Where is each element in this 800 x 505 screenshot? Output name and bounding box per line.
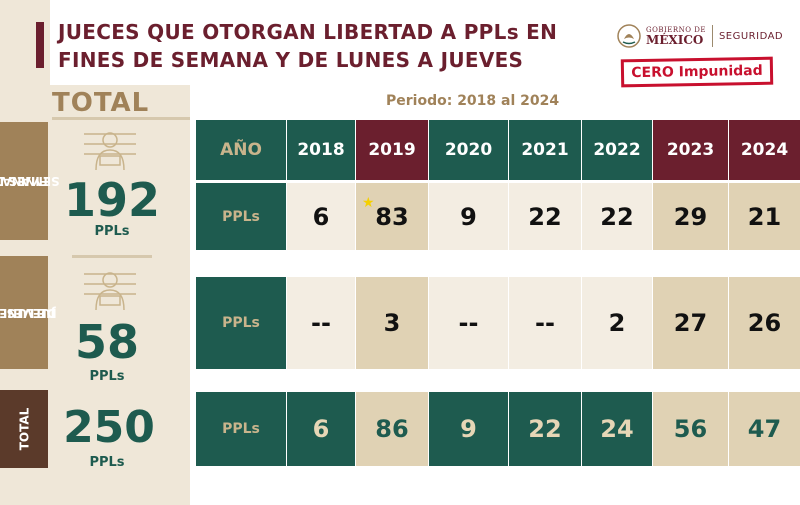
totals-2019-cell: 86	[356, 392, 428, 466]
weekdays-2023-cell: 27	[653, 277, 728, 369]
totals-2022-cell: 24	[582, 392, 652, 466]
weekends-2022-cell: 22	[582, 183, 652, 250]
title-accent	[36, 22, 44, 68]
weekdays-2018-cell: --	[287, 277, 355, 369]
title-line-1: JUECES QUE OTORGAN LIBERTAD A PPLs EN	[58, 20, 558, 44]
weekends-2018-cell: 6	[287, 183, 355, 250]
year-2019-header: 2019	[356, 120, 428, 180]
weekdays-total-value: 58	[74, 315, 139, 369]
year-2022-header: 2022	[582, 120, 652, 180]
totals-2020-cell: 9	[429, 392, 508, 466]
tab-lunes-line-2: JUEVES	[6, 305, 56, 320]
gobierno-line-2: MÉXICO	[646, 33, 704, 47]
totals-2023-cell: 56	[653, 392, 728, 466]
weekends-total-unit: PPLs	[94, 224, 130, 239]
totals-2018-cell: 6	[287, 392, 355, 466]
weekdays-2019-cell: 3	[356, 277, 428, 369]
totals-2024-cell: 47	[729, 392, 800, 466]
weekdays-2021-cell: --	[509, 277, 581, 369]
weekdays-row-label: PPLs	[196, 277, 286, 369]
tab-total-label: TOTAL	[16, 407, 31, 451]
weekdays-2024-cell: 26	[729, 277, 800, 369]
divider-line	[72, 255, 152, 258]
total-underline	[52, 117, 190, 120]
weekends-row-label: PPLs	[196, 183, 286, 250]
logo-divider	[711, 25, 713, 47]
page-title: JUECES QUE OTORGAN LIBERTAD A PPLs EN FI…	[58, 18, 598, 74]
totals-2021-cell: 22	[509, 392, 581, 466]
year-2024-header: 2024	[729, 120, 800, 180]
dependency-name: SEGURIDAD	[718, 30, 784, 42]
weekdays-2022-cell: 2	[582, 277, 652, 369]
year-header-cell: AÑO	[196, 120, 286, 180]
eagle-seal-icon	[617, 24, 641, 48]
weekends-total-value: 192	[63, 173, 161, 227]
prisoner-icon	[84, 272, 136, 311]
weekdays-total-unit: PPLs	[89, 369, 125, 384]
period-label: Periodo: 2018 al 2024	[386, 93, 560, 109]
weekends-2024-cell: 21	[729, 183, 800, 250]
year-2023-header: 2023	[653, 120, 728, 180]
weekends-2019-cell: 83	[356, 183, 428, 250]
gobierno-line-1: GOBIERNO DE	[646, 26, 706, 34]
year-2018-header: 2018	[287, 120, 355, 180]
year-2020-header: 2020	[429, 120, 508, 180]
cero-impunidad-stamp: CERO Impunidad	[620, 56, 774, 88]
weekends-2020-cell: 9	[429, 183, 508, 250]
weekends-2021-cell: 22	[509, 183, 581, 250]
total-heading: TOTAL	[52, 88, 150, 118]
gobierno-logo: GOBIERNO DE MÉXICO SEGURIDAD	[616, 22, 788, 50]
tab-total: TOTAL	[0, 390, 48, 468]
year-2021-header: 2021	[509, 120, 581, 180]
prisoner-icon	[84, 132, 136, 171]
grand-total-unit: PPLs	[89, 455, 125, 470]
star-icon: ★	[362, 194, 375, 210]
totals-row-label: PPLs	[196, 392, 286, 466]
title-line-2: FINES DE SEMANA Y DE LUNES A JUEVES	[58, 48, 524, 72]
weekdays-2020-cell: --	[429, 277, 508, 369]
gobierno-text: GOBIERNO DE MÉXICO	[646, 26, 706, 46]
tab-fines-line-2: SEMANA	[2, 174, 60, 188]
grand-total-value: 250	[63, 402, 155, 453]
weekends-2023-cell: 29	[653, 183, 728, 250]
